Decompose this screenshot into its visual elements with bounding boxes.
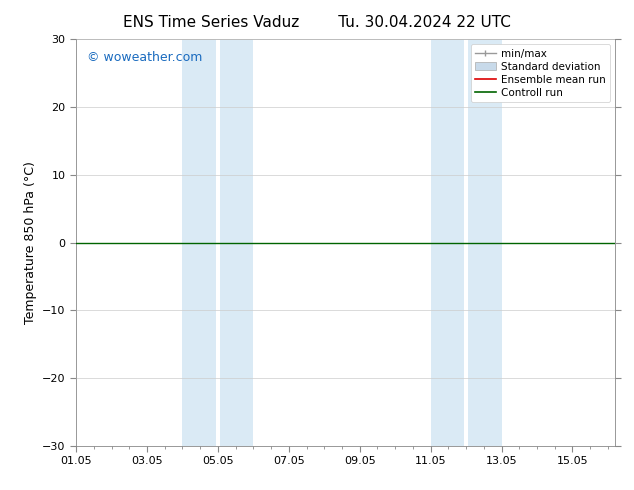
Text: ENS Time Series Vaduz        Tu. 30.04.2024 22 UTC: ENS Time Series Vaduz Tu. 30.04.2024 22 …	[123, 15, 511, 30]
Legend: min/max, Standard deviation, Ensemble mean run, Controll run: min/max, Standard deviation, Ensemble me…	[470, 45, 610, 102]
Text: © woweather.com: © woweather.com	[87, 51, 202, 64]
Bar	[468, 39, 501, 446]
Y-axis label: Temperature 850 hPa (°C): Temperature 850 hPa (°C)	[23, 161, 37, 324]
Bar	[219, 39, 254, 446]
Bar	[183, 39, 216, 446]
Bar	[430, 39, 464, 446]
